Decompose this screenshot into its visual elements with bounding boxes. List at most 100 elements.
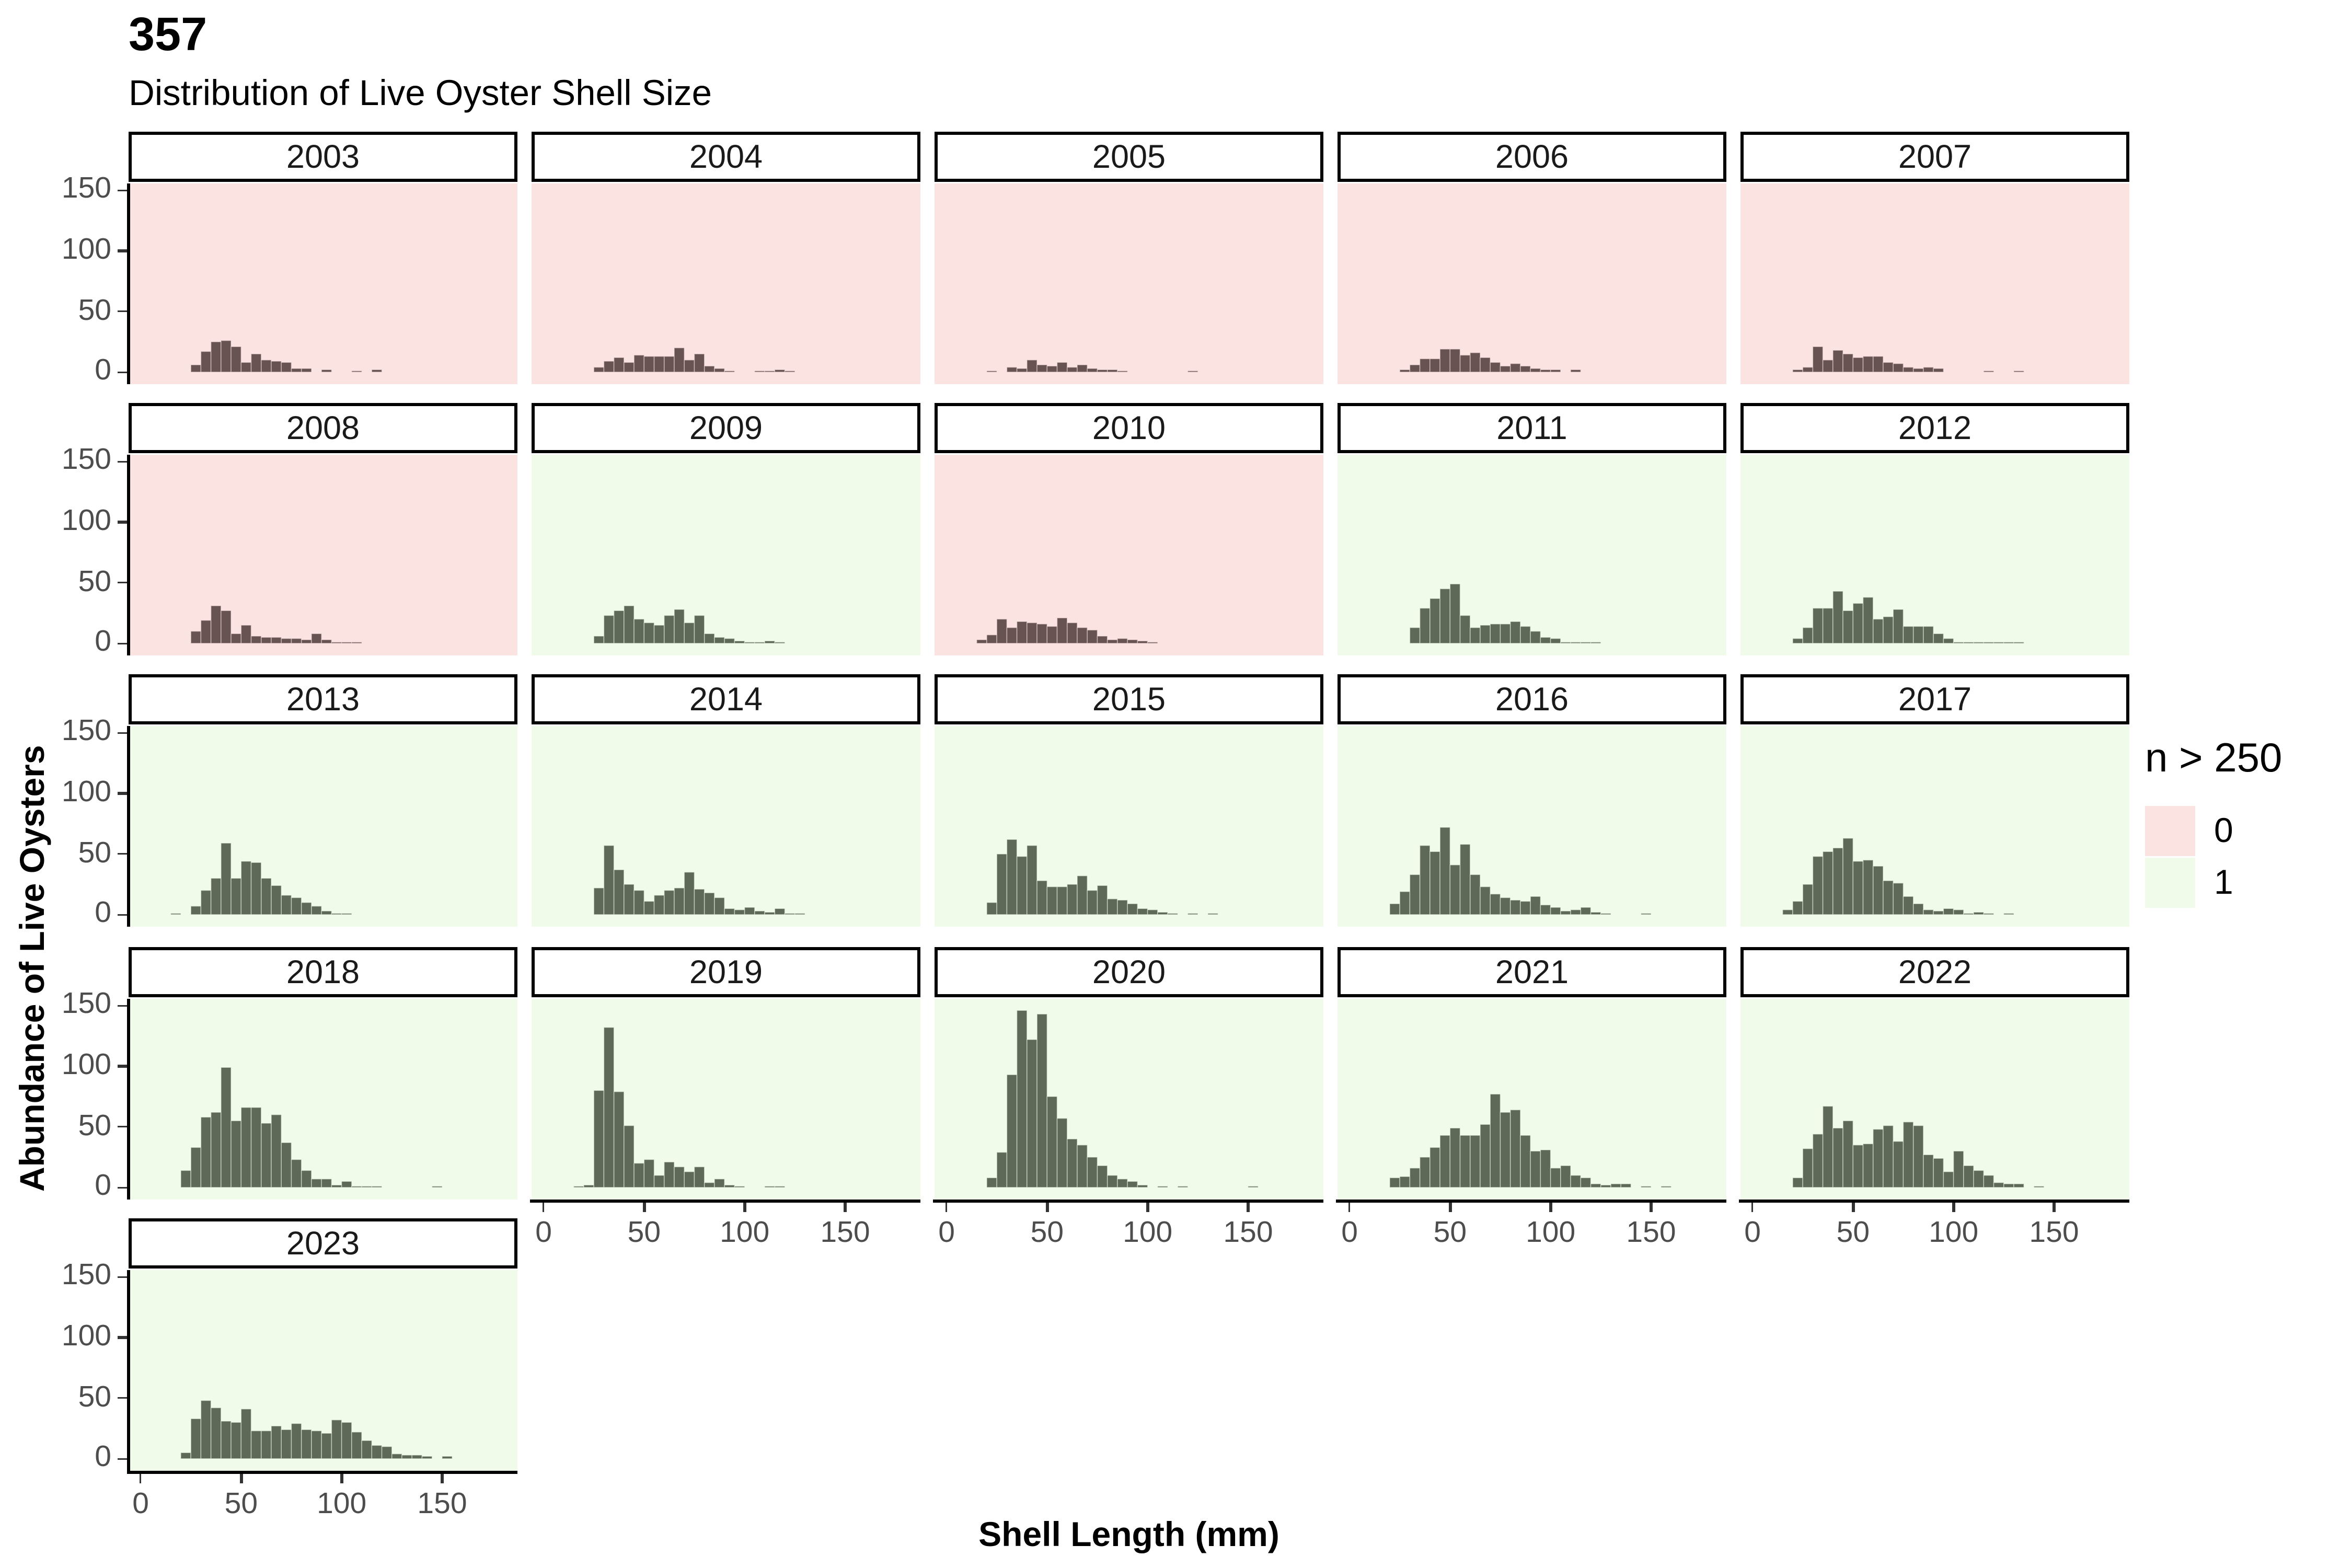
y-tick-label: 100 (61, 1320, 111, 1353)
histogram-2014 (593, 845, 805, 915)
histogram-2009 (593, 605, 786, 644)
facet-2015: 2015 (935, 674, 1323, 927)
facet-panel-2022 (1740, 999, 2129, 1200)
facet-panel-2010 (935, 455, 1323, 655)
legend-label-0: 0 (2214, 810, 2233, 849)
x-axis-line-2019 (530, 1200, 920, 1203)
facet-panel-2013 (129, 726, 517, 927)
histogram-2021 (1389, 1093, 1672, 1188)
y-tick (118, 1275, 127, 1278)
facet-strip-2005: 2005 (935, 132, 1323, 182)
facet-strip-2008: 2008 (129, 403, 517, 453)
facet-strip-2022: 2022 (1740, 947, 2129, 997)
histogram-2020 (986, 1010, 1259, 1188)
legend: n > 250 0 1 (2145, 734, 2349, 908)
facet-2005: 2005 (935, 132, 1323, 384)
x-tick-label: 50 (1836, 1217, 1870, 1250)
y-tick (118, 731, 127, 734)
facet-panel-2020 (935, 999, 1323, 1200)
histogram-2013 (170, 843, 352, 915)
facet-strip-2003: 2003 (129, 132, 517, 182)
x-tick (1650, 1202, 1653, 1212)
y-tick (118, 1457, 127, 1460)
facet-2021: 2021 0 50 100 150 (1336, 947, 1726, 1250)
y-tick-label: 150 (61, 988, 111, 1021)
x-tick (945, 1202, 948, 1212)
legend-swatch-green (2145, 857, 2195, 907)
histogram-2011 (1409, 583, 1601, 644)
x-tick-label: 100 (1526, 1217, 1576, 1250)
facet-2004: 2004 (532, 132, 920, 384)
histogram-2006 (1399, 349, 1582, 373)
legend-item-1: 1 (2145, 856, 2349, 908)
y-axis-line-2023 (127, 1270, 130, 1471)
y-tick (118, 1186, 127, 1189)
x-axis-line-2020 (933, 1200, 1323, 1203)
histogram-2016 (1389, 827, 1652, 915)
facet-panel-2012 (1740, 455, 2129, 655)
facet-2012: 2012 (1740, 403, 2129, 655)
x-axis-line-2022 (1739, 1200, 2129, 1203)
facet-strip-2009: 2009 (532, 403, 920, 453)
facet-2007: 2007 (1740, 132, 2129, 384)
y-tick (118, 913, 127, 916)
facet-strip-2017: 2017 (1740, 674, 2129, 724)
x-tick-label: 0 (1341, 1217, 1358, 1250)
histogram-2017 (1782, 837, 2014, 915)
x-axis-title: Shell Length (mm) (978, 1515, 1279, 1554)
y-tick (118, 581, 127, 584)
y-tick-label: 0 (95, 1170, 111, 1203)
facet-2010: 2010 (935, 403, 1323, 655)
x-tick (1549, 1202, 1552, 1212)
x-tick-label: 150 (2029, 1217, 2079, 1250)
y-tick (118, 792, 127, 795)
facet-2017: 2017 (1740, 674, 2129, 927)
facet-strip-2006: 2006 (1338, 132, 1726, 182)
y-tick (118, 1125, 127, 1128)
y-tick (118, 249, 127, 252)
facet-panel-2019 (532, 999, 920, 1200)
x-tick (1449, 1202, 1451, 1212)
y-tick (118, 642, 127, 645)
y-axis-line-2003 (127, 183, 130, 384)
facet-strip-2015: 2015 (935, 674, 1323, 724)
page-subtitle: Distribution of Live Oyster Shell Size (129, 72, 712, 113)
x-tick (240, 1473, 243, 1483)
facet-2008: 2008 0 50 100 150 (62, 403, 517, 659)
x-tick (1247, 1202, 1250, 1212)
facet-2022: 2022 0 50 100 150 (1739, 947, 2129, 1250)
y-tick-label: 50 (78, 836, 111, 870)
x-tick-label: 0 (938, 1217, 955, 1250)
facet-strip-2014: 2014 (532, 674, 920, 724)
legend-item-0: 0 (2145, 804, 2349, 856)
facet-panel-2008 (129, 455, 517, 655)
y-tick-label: 0 (95, 626, 111, 659)
histogram-2004 (593, 347, 795, 373)
y-tick-label: 100 (61, 505, 111, 538)
histogram-2010 (976, 617, 1158, 644)
y-tick (118, 852, 127, 856)
histogram-2018 (180, 1067, 443, 1188)
facet-2019: 2019 0 50 100 150 (530, 947, 920, 1250)
y-axis-title: Abundance of Live Oysters (13, 745, 52, 1192)
y-tick-label: 50 (78, 565, 111, 598)
facet-2006: 2006 (1338, 132, 1726, 384)
x-tick (1146, 1202, 1149, 1212)
x-tick (643, 1202, 645, 1212)
y-axis-line-2018 (127, 999, 130, 1200)
facet-panel-2016 (1338, 726, 1726, 927)
facet-panel-2014 (532, 726, 920, 927)
facet-2016: 2016 (1338, 674, 1726, 927)
facet-panel-2023 (129, 1270, 517, 1471)
histogram-2003 (190, 340, 383, 373)
y-tick (118, 1336, 127, 1339)
facet-2023: 2023 0 50 100 150 0 50 100 150 (62, 1218, 517, 1521)
facet-2009: 2009 (532, 403, 920, 655)
facet-strip-2021: 2021 (1338, 947, 1726, 997)
facet-strip-2004: 2004 (532, 132, 920, 182)
legend-title: n > 250 (2145, 734, 2282, 781)
histogram-2023 (180, 1400, 453, 1459)
page-title: 357 (129, 9, 207, 61)
y-tick-label: 150 (61, 172, 111, 206)
